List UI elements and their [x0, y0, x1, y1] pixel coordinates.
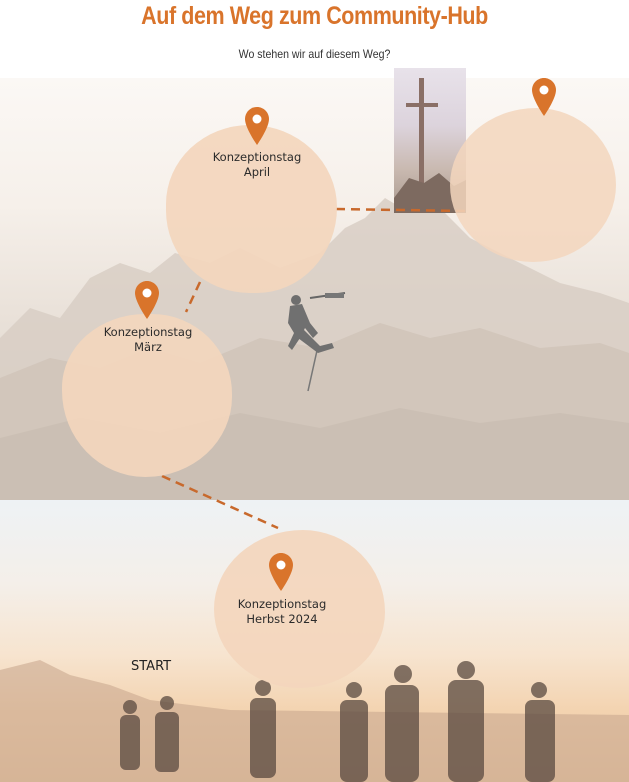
- start-label: START: [131, 659, 172, 674]
- connector-march-april: [184, 281, 202, 313]
- milestone-label-herbst: Konzeptionstag Herbst 2024: [237, 597, 327, 626]
- location-pin-icon: [269, 553, 293, 591]
- location-pin-icon: [135, 281, 159, 319]
- page-subtitle: Wo stehen wir auf diesem Weg?: [238, 47, 391, 61]
- milestone-blob-april: [166, 125, 337, 293]
- milestone-label-march: Konzeptionstag März: [103, 325, 193, 354]
- location-pin-icon: [245, 107, 269, 145]
- connector-april-next: [335, 207, 467, 213]
- milestone-blob-goal: [450, 108, 616, 262]
- milestone-blob-herbst: [214, 530, 385, 688]
- connector-start-march: [161, 474, 279, 530]
- location-pin-icon: [532, 78, 556, 116]
- climber-figure: [288, 292, 346, 392]
- milestone-blob-march: [62, 314, 232, 477]
- milestone-label-april: Konzeptionstag April: [212, 150, 302, 179]
- people-silhouettes: [0, 660, 629, 782]
- page-title: Auf dem Weg zum Community-Hub: [141, 2, 488, 30]
